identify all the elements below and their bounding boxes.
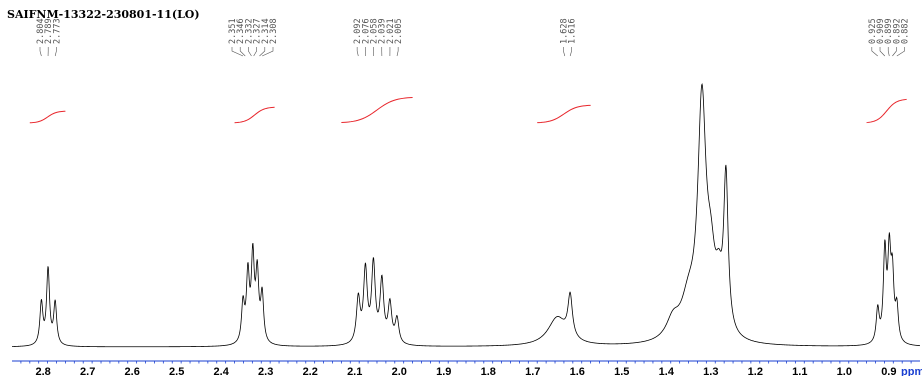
peak-shift-label: 2.076 xyxy=(361,18,371,44)
peak-leader-line xyxy=(879,47,886,57)
tick-label: 1.8 xyxy=(481,366,496,376)
peak-leader-line xyxy=(39,47,42,57)
peak-shift-label: 0.909 xyxy=(876,18,886,44)
tick-label: 1.7 xyxy=(525,366,540,376)
tick-label: 1.4 xyxy=(659,366,675,376)
integral-curve xyxy=(866,98,907,124)
peak-leader-line xyxy=(259,47,266,57)
tick-label: 1.5 xyxy=(614,366,629,376)
tick-label: 2.8 xyxy=(36,366,51,376)
spectrum-layer xyxy=(11,83,921,348)
peak-leader-line xyxy=(896,47,905,57)
tick-label: 1.9 xyxy=(436,366,451,376)
tick-label: 1.3 xyxy=(703,366,718,376)
peak-leader-line xyxy=(239,47,246,57)
peak-shift-label: 2.773 xyxy=(52,18,62,44)
peak-leader-line xyxy=(356,47,359,57)
peak-leader-line xyxy=(262,47,274,57)
peak-leader-line xyxy=(54,47,57,57)
axis-unit-label: ppm xyxy=(901,366,922,376)
peak-shift-label: 2.346 xyxy=(236,18,246,44)
integral-curve xyxy=(234,106,275,124)
tick-label: 2.1 xyxy=(347,366,362,376)
peak-leader-line xyxy=(887,47,890,57)
peak-shift-label: 2.005 xyxy=(394,18,404,44)
peak-shift-label: 2.039 xyxy=(378,18,388,44)
peak-leader-line xyxy=(892,47,897,57)
peak-shift-label: 2.021 xyxy=(386,18,396,44)
tick-label: 2.5 xyxy=(169,366,184,376)
peak-leader-line xyxy=(231,47,244,57)
integral-curve-group xyxy=(29,96,907,124)
peak-shift-label: 2.092 xyxy=(353,18,363,44)
tick-label: 2.2 xyxy=(303,366,318,376)
peak-leader-line xyxy=(396,47,399,57)
ppm-axis: 2.8 2.7 2.6 2.5 2.4 2.3 2.2 2.1 2.0 1.9 1.8 1.7 1.6 1… xyxy=(12,360,922,376)
peak-shift-label: 2.332 xyxy=(244,18,254,44)
peak-shift-label: 0.925 xyxy=(868,18,878,44)
peak-shift-label: 2.789 xyxy=(44,18,54,44)
integral-curve xyxy=(537,104,591,124)
peak-leader-line xyxy=(253,47,257,57)
peak-shift-label: 2.058 xyxy=(370,18,380,44)
tick-label: 2.4 xyxy=(214,366,230,376)
peak-shift-label: 1.616 xyxy=(568,18,578,44)
spectrum-line xyxy=(11,83,921,348)
peak-leader-line xyxy=(871,47,878,57)
integral-curve xyxy=(29,110,66,124)
peak-shift-label: 0.899 xyxy=(884,18,894,44)
peak-shift-label: 0.892 xyxy=(892,18,902,44)
tick-label: 1.0 xyxy=(837,366,852,376)
tick-label: 0.9 xyxy=(881,366,896,376)
tick-label: 1.1 xyxy=(792,366,807,376)
peak-leader-line xyxy=(248,47,252,57)
peak-leader-line xyxy=(563,47,566,57)
peak-shift-label: 0.882 xyxy=(901,18,911,44)
integral-curve xyxy=(341,96,413,124)
sample-title: SAIFNM-13322-230801-11(LO) xyxy=(7,8,200,21)
tick-label: 2.6 xyxy=(125,366,140,376)
tick-label: 2.3 xyxy=(258,366,273,376)
tick-label: 1.6 xyxy=(570,366,585,376)
peak-shift-label: 2.327 xyxy=(253,18,263,44)
tick-label: 2.0 xyxy=(392,366,407,376)
peak-leader-line xyxy=(569,47,572,57)
peak-shift-label: 2.804 xyxy=(36,18,46,44)
tick-label: 1.2 xyxy=(748,366,763,376)
peak-shift-label: 1.628 xyxy=(559,18,569,44)
peak-shift-label: 2.351 xyxy=(228,18,238,44)
peak-shift-label: 2.314 xyxy=(261,18,271,44)
tick-label: 2.7 xyxy=(80,366,95,376)
peak-shift-label: 2.308 xyxy=(269,18,279,44)
